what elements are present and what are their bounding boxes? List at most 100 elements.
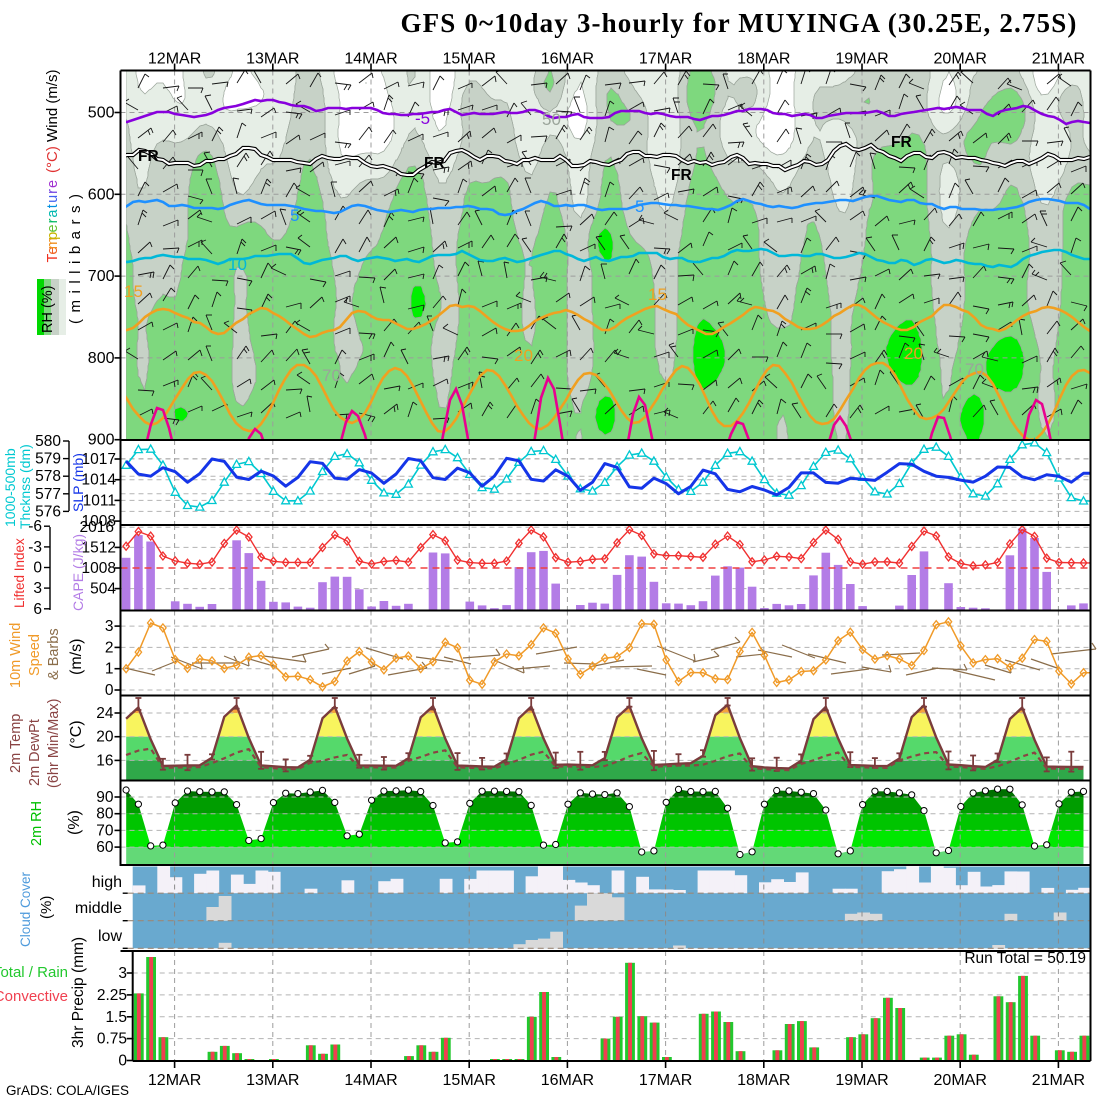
svg-text:(%): (%) [66,810,83,835]
svg-text:middle: middle [75,900,122,917]
svg-text:2m DewPt: 2m DewPt [27,719,43,786]
svg-text:high: high [92,874,122,891]
svg-text:r: r [45,218,61,223]
svg-text:1512: 1512 [82,539,116,556]
svg-text:(°C): (°C) [44,146,61,173]
svg-text:(6hr Min/Max): (6hr Min/Max) [46,699,62,788]
svg-text:Total / Rain: Total / Rain [0,964,68,981]
svg-text:FR: FR [138,148,159,165]
svg-text:576: 576 [35,503,61,520]
svg-text:0: 0 [118,1053,127,1070]
svg-text:20: 20 [96,729,114,746]
svg-text:21MAR: 21MAR [1032,51,1085,68]
svg-text:& Barbs: & Barbs [46,628,62,680]
svg-text:0: 0 [105,682,114,699]
svg-text:20MAR: 20MAR [934,1072,987,1089]
svg-text:15: 15 [124,282,143,301]
svg-text:Wind (m/s): Wind (m/s) [44,70,61,143]
svg-text:13MAR: 13MAR [246,51,299,68]
svg-text:t: t [45,204,61,208]
svg-text:3: 3 [118,965,127,982]
svg-text:90: 90 [96,789,114,806]
svg-text:19MAR: 19MAR [835,1072,888,1089]
svg-text:10m Wind: 10m Wind [8,623,24,688]
svg-text:GFS 0~10day 3-hourly for MUYIN: GFS 0~10day 3-hourly for MUYINGA (30.25E… [400,8,1077,38]
svg-text:Thcknss (dm): Thcknss (dm) [17,444,33,529]
svg-text:-3: -3 [28,539,42,556]
svg-text:6: 6 [33,601,42,618]
svg-text:578: 578 [35,468,61,485]
svg-text:e: e [45,224,61,232]
svg-text:0.75: 0.75 [97,1031,127,1048]
svg-text:1011: 1011 [83,492,116,509]
svg-text:60: 60 [96,839,114,856]
svg-text:Convective: Convective [0,988,68,1005]
svg-text:900: 900 [88,432,115,449]
svg-text:12MAR: 12MAR [148,51,201,68]
svg-text:20: 20 [514,346,533,365]
svg-text:GrADS: COLA/IGES: GrADS: COLA/IGES [6,1083,129,1098]
svg-text:(%): (%) [38,896,55,919]
svg-text:1008: 1008 [82,513,116,530]
svg-text:low: low [98,928,122,945]
svg-text:580: 580 [35,433,61,450]
svg-text:u: u [45,195,61,203]
svg-text:a: a [45,209,61,218]
svg-text:17MAR: 17MAR [639,1072,692,1089]
svg-text:15: 15 [648,285,667,304]
svg-text:FR: FR [424,155,445,172]
svg-text:1: 1 [105,661,114,678]
svg-text:e: e [45,180,61,188]
svg-text:RH (%): RH (%) [40,285,56,333]
svg-text:15MAR: 15MAR [443,1072,496,1089]
svg-text:SLP (mb): SLP (mb) [70,453,86,512]
svg-text:3hr Precip (mm): 3hr Precip (mm) [70,937,87,1048]
svg-text:579: 579 [35,451,61,468]
svg-text:13MAR: 13MAR [246,1072,299,1089]
svg-text:20: 20 [904,344,923,363]
svg-text:70: 70 [965,360,984,379]
svg-text:504: 504 [90,581,116,598]
svg-text:17MAR: 17MAR [639,51,692,68]
svg-text:3: 3 [105,618,114,635]
svg-text:16MAR: 16MAR [541,51,594,68]
svg-text:20MAR: 20MAR [934,51,987,68]
svg-text:16: 16 [96,752,113,769]
svg-text:24: 24 [96,705,114,722]
svg-text:CAPE (J/kg): CAPE (J/kg) [70,534,86,611]
svg-text:15MAR: 15MAR [443,51,496,68]
svg-text:577: 577 [35,486,61,503]
svg-text:m: m [45,237,61,249]
svg-text:2.25: 2.25 [97,987,127,1004]
svg-text:14MAR: 14MAR [344,1072,397,1089]
svg-text:p: p [45,232,61,240]
svg-text:1008: 1008 [82,560,116,577]
svg-text:21MAR: 21MAR [1032,1072,1085,1089]
svg-text:3: 3 [33,580,42,597]
svg-text:700: 700 [88,268,115,285]
svg-text:800: 800 [88,350,115,367]
svg-text:-6: -6 [28,518,42,535]
svg-text:19MAR: 19MAR [835,51,888,68]
svg-text:Speed: Speed [27,634,43,676]
svg-text:1000-500mb: 1000-500mb [2,448,18,527]
svg-text:1.5: 1.5 [105,1009,127,1026]
svg-text:(m/s): (m/s) [68,639,85,675]
svg-text:(°C): (°C) [68,720,85,749]
svg-text:500: 500 [88,105,115,122]
svg-text:5: 5 [290,206,299,225]
svg-text:12MAR: 12MAR [148,1072,201,1089]
svg-text:2016: 2016 [80,519,114,536]
svg-text:18MAR: 18MAR [737,1072,790,1089]
svg-text:e: e [45,247,61,255]
svg-text:1017: 1017 [82,451,116,468]
svg-text:14MAR: 14MAR [344,51,397,68]
svg-text:1014: 1014 [82,472,117,489]
svg-text:70: 70 [96,822,114,839]
svg-text:Cloud Cover: Cloud Cover [18,871,33,947]
svg-text:FR: FR [891,134,912,151]
svg-text:80: 80 [96,806,114,823]
svg-text:18MAR: 18MAR [737,51,790,68]
svg-text:70: 70 [322,366,341,385]
svg-text:50: 50 [542,110,561,129]
